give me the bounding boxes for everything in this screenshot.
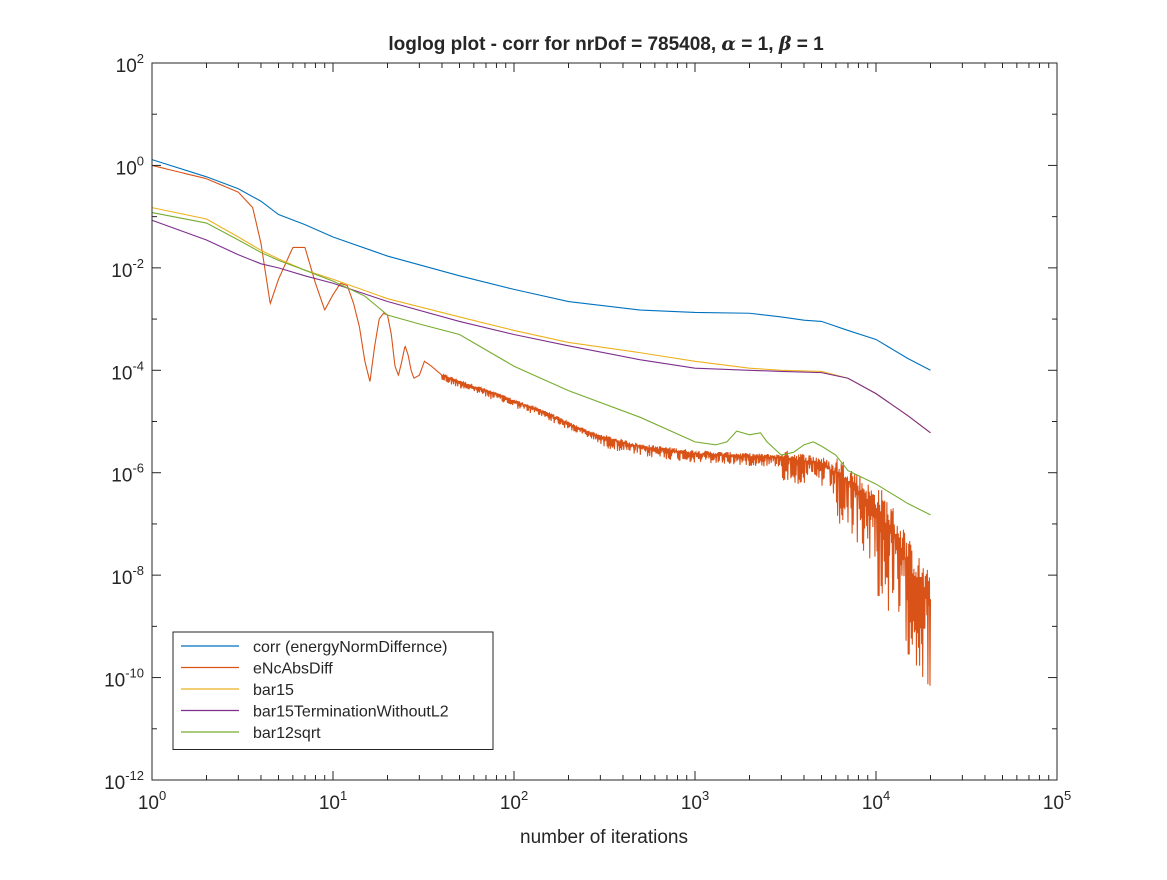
chart-title-beta-symbol: β [778, 33, 792, 55]
y-tick-label: 100 [116, 153, 144, 179]
chart-title-alpha-value: = 1, [736, 34, 779, 55]
y-tick-base: 10 [116, 158, 137, 179]
chart-title-beta-value: = 1 [791, 34, 824, 55]
chart-title-alpha-symbol: α [721, 33, 736, 55]
x-tick-exponent: 0 [159, 788, 166, 803]
y-tick-exponent: -2 [132, 256, 144, 271]
x-tick-base: 10 [319, 793, 340, 814]
y-tick-base: 10 [111, 261, 132, 282]
legend-entry-3: bar15 [253, 682, 294, 699]
axes-layer [151, 62, 1058, 781]
series-line-2 [151, 164, 932, 686]
x-tick-base: 10 [138, 793, 159, 814]
y-tick-exponent: -4 [132, 358, 144, 373]
series-line-1 [151, 159, 931, 371]
legend-box [172, 631, 494, 750]
series-line-4 [151, 219, 931, 434]
y-tick-label: 10-4 [111, 358, 144, 384]
y-tick-label: 10-8 [111, 563, 144, 589]
x-tick-exponent: 5 [1064, 788, 1071, 803]
x-axis-label: number of iterations [520, 827, 688, 848]
y-tick-base: 10 [111, 466, 132, 487]
series-line-5 [151, 212, 931, 516]
y-tick-exponent: 2 [137, 51, 144, 66]
x-tick-label: 105 [1043, 788, 1071, 814]
x-tick-label: 101 [319, 788, 347, 814]
y-tick-base: 10 [104, 671, 125, 692]
x-tick-base: 10 [862, 793, 883, 814]
x-tick-exponent: 4 [883, 788, 890, 803]
legend-entry-5: bar12sqrt [253, 725, 321, 742]
x-tick-label: 100 [138, 788, 166, 814]
y-tick-exponent: -6 [132, 461, 144, 476]
tick-label-layer: 100 101 102 103 104 10510-1210-1010-810-610-4… [104, 51, 1071, 814]
x-tick-base: 10 [500, 793, 521, 814]
y-tick-label: 10-2 [111, 256, 144, 282]
x-tick-label: 104 [862, 788, 890, 814]
legend: corr (energyNormDiffernce) eNcAbsDiff bar1… [172, 631, 494, 750]
y-tick-base: 10 [104, 773, 125, 794]
y-tick-label: 10-6 [111, 461, 144, 487]
legend-entry-4: bar15TerminationWithoutL2 [253, 704, 449, 721]
y-tick-exponent: 0 [137, 153, 144, 168]
y-tick-exponent: -10 [125, 666, 144, 681]
y-tick-base: 10 [111, 568, 132, 589]
y-tick-base: 10 [116, 56, 137, 77]
legend-entry-1: corr (energyNormDiffernce) [253, 639, 447, 656]
y-tick-label: 102 [116, 51, 144, 77]
x-tick-base: 10 [1043, 793, 1064, 814]
x-tick-label: 102 [500, 788, 528, 814]
x-tick-exponent: 2 [521, 788, 528, 803]
legend-entry-2: eNcAbsDiff [253, 661, 333, 678]
y-tick-label: 10-10 [104, 666, 144, 692]
chart-title-prefix: loglog plot - corr for nrDof = 785408, [388, 34, 721, 55]
x-tick-exponent: 3 [702, 788, 709, 803]
y-tick-exponent: -8 [132, 563, 144, 578]
series-layer [151, 159, 932, 686]
x-tick-label: 103 [681, 788, 709, 814]
chart-title: loglog plot - corr for nrDof = 785408, α… [388, 33, 824, 55]
y-tick-exponent: -12 [125, 768, 144, 783]
y-tick-label: 10-12 [104, 768, 144, 794]
x-tick-exponent: 1 [340, 788, 347, 803]
x-tick-base: 10 [681, 793, 702, 814]
y-tick-base: 10 [111, 363, 132, 384]
